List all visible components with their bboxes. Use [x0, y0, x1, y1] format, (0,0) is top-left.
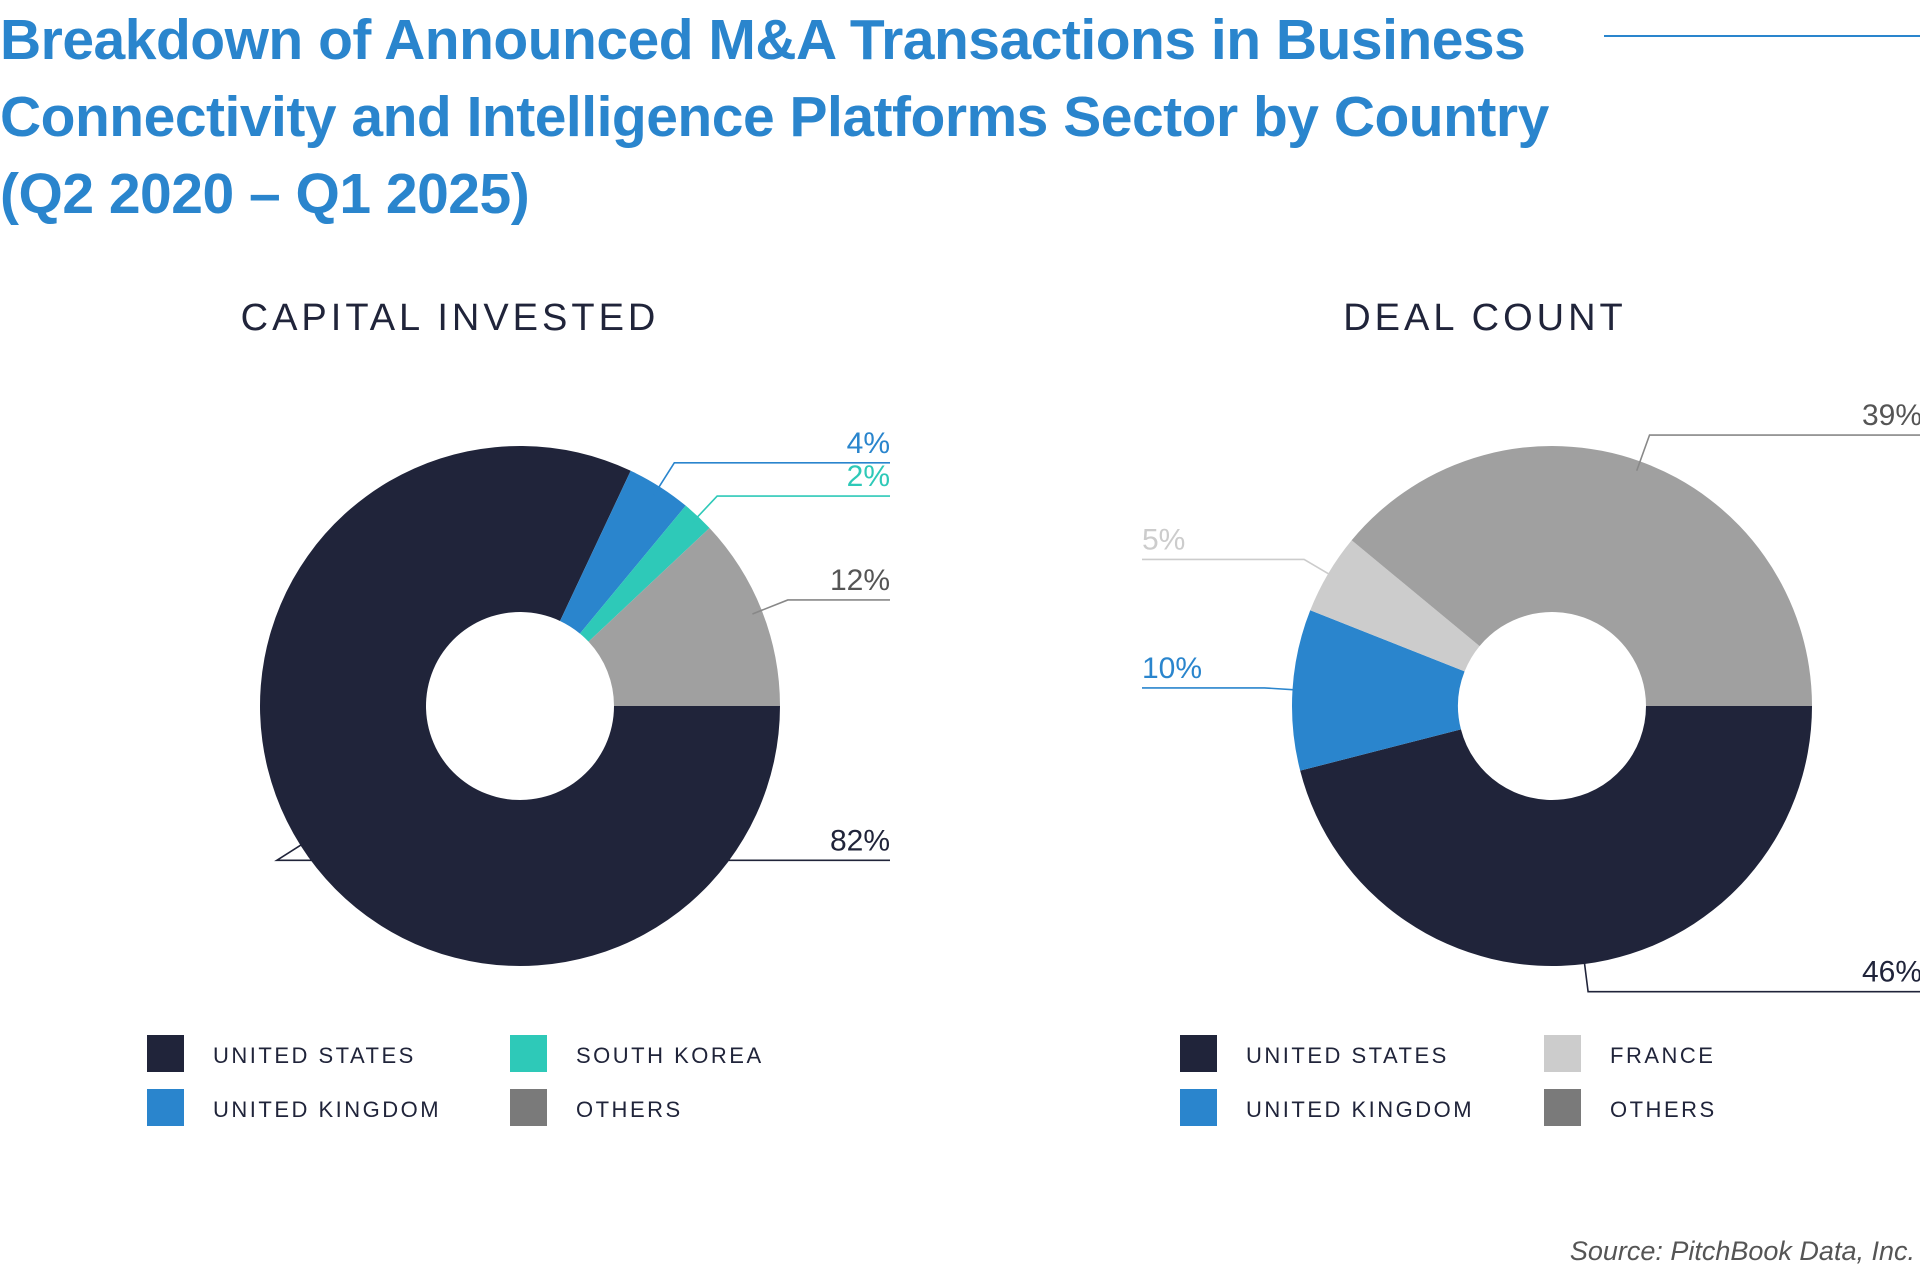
deal-count-legend-swatch-others [1544, 1089, 1581, 1126]
title-rule [1604, 35, 1920, 37]
deal-count-leader-france [1142, 558, 1338, 580]
deal-count-legend-swatch-united-kingdom [1180, 1089, 1217, 1126]
capital-invested-legend: UNITED STATES SOUTH KOREA UNITED KINGDOM OT… [147, 1035, 764, 1126]
deal-count-leader-united-states [1582, 953, 1920, 993]
capital-invested-leader-united-states [274, 839, 890, 862]
deal-count-slice-france [1310, 540, 1480, 672]
deal-count-legend: UNITED STATES FRANCE UNITED KINGDOM OTHERS [1180, 1035, 1717, 1126]
capital-invested-legend-label-south-korea: SOUTH KOREA [576, 1043, 764, 1068]
deal-count-legend-label-united-states: UNITED STATES [1246, 1043, 1449, 1068]
source-note: Source: PitchBook Data, Inc. [1569, 1236, 1915, 1266]
capital-invested-chart: CAPITAL INVESTED 82% 4%2% 12% UNITED STATES S… [147, 297, 890, 1126]
deal-count-slice-others [1351, 445, 1812, 706]
capital-invested-legend-label-united-states: UNITED STATES [213, 1043, 416, 1068]
capital-invested-leader-others [752, 599, 890, 615]
deal-count-label-others: 39% [1862, 399, 1920, 432]
capital-invested-legend-label-united-kingdom: UNITED KINGDOM [213, 1097, 441, 1122]
capital-invested-slice-others [588, 528, 780, 706]
capital-invested-legend-swatch-united-states [147, 1035, 184, 1072]
capital-invested-legend-label-others: OTHERS [576, 1097, 683, 1122]
deal-count-legend-swatch-united-states [1180, 1035, 1217, 1072]
capital-invested-slice-south-korea [579, 505, 710, 642]
deal-count-leader-united-kingdom [1142, 687, 1303, 692]
deal-count-label-united-kingdom: 10% [1142, 652, 1202, 685]
capital-invested-legend-swatch-others [510, 1089, 547, 1126]
deal-count-slice-united-states [1300, 706, 1812, 966]
deal-count-label-france: 5% [1142, 523, 1185, 556]
capital-invested-slice-united-kingdom [560, 470, 686, 634]
chart-title: Breakdown of Announced M&A Transactions … [0, 8, 1549, 226]
deal-count-legend-label-united-kingdom: UNITED KINGDOM [1246, 1097, 1474, 1122]
capital-invested-slice-united-states [259, 446, 780, 966]
deal-count-legend-label-others: OTHERS [1610, 1097, 1717, 1122]
capital-invested-title: CAPITAL INVESTED [241, 297, 660, 339]
capital-invested-label-united-kingdom: 4% [847, 427, 890, 460]
capital-invested-legend-swatch-south-korea [510, 1035, 547, 1072]
deal-count-legend-label-france: FRANCE [1610, 1043, 1715, 1068]
deal-count-slice-united-kingdom [1291, 610, 1465, 771]
capital-invested-label-united-states: 82% [830, 824, 890, 857]
deal-count-title: DEAL COUNT [1343, 297, 1627, 339]
capital-invested-legend-swatch-united-kingdom [147, 1089, 184, 1126]
capital-invested-label-others: 12% [830, 564, 890, 597]
deal-count-legend-swatch-france [1544, 1035, 1581, 1072]
capital-invested-label-south-korea: 2% [847, 460, 890, 493]
deal-count-label-united-states: 46% [1862, 956, 1920, 989]
deal-count-leader-others [1635, 434, 1920, 472]
capital-invested-leader-united-kingdom [653, 462, 890, 496]
capital-invested-leader-south-korea [690, 495, 890, 525]
deal-count-chart: DEAL COUNT 46% 10% 5% 39% UNITED STATES FRANCE… [1142, 297, 1920, 1126]
